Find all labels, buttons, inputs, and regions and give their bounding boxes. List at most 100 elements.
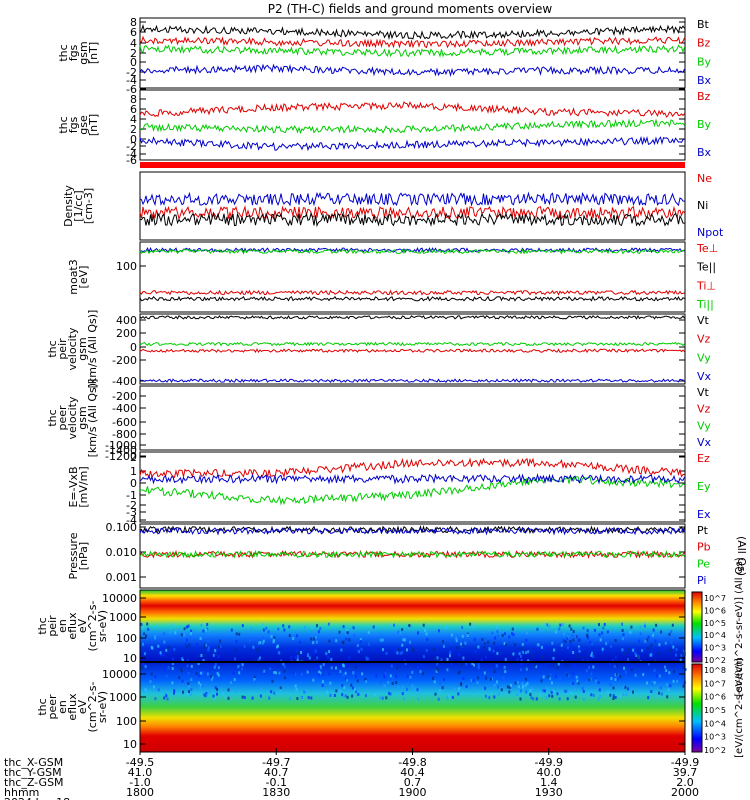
speckle bbox=[462, 676, 465, 680]
speckle bbox=[394, 649, 397, 653]
speckle bbox=[460, 642, 463, 646]
speckle bbox=[451, 695, 454, 699]
speckle bbox=[213, 665, 216, 669]
speckle bbox=[219, 644, 222, 648]
speckle bbox=[526, 682, 529, 686]
speckle bbox=[339, 689, 342, 693]
speckle bbox=[601, 631, 604, 635]
speckle bbox=[497, 685, 499, 689]
speckle bbox=[422, 655, 425, 659]
speckle bbox=[186, 645, 189, 649]
speckle bbox=[234, 667, 236, 671]
speckle bbox=[621, 622, 624, 626]
speckle bbox=[288, 625, 291, 629]
speckle bbox=[525, 677, 528, 681]
speckle bbox=[342, 664, 345, 668]
speckle bbox=[443, 678, 445, 681]
speckle bbox=[433, 680, 436, 684]
speckle bbox=[488, 696, 491, 700]
y-tick-label: 0 bbox=[130, 133, 137, 146]
speckle bbox=[163, 653, 166, 657]
speckle bbox=[505, 643, 507, 647]
speckle bbox=[612, 686, 615, 690]
speckle bbox=[599, 694, 602, 698]
panel-peer_spec: 10000 1000 100 10 thcpeerenefluxeV(cm^2-s-sr… bbox=[36, 661, 687, 753]
speckle bbox=[258, 647, 261, 651]
speckle bbox=[219, 639, 221, 643]
speckle bbox=[383, 675, 386, 679]
speckle bbox=[675, 653, 677, 657]
speckle bbox=[395, 681, 398, 684]
legend-Vx: Vx bbox=[697, 436, 712, 449]
speckle bbox=[404, 662, 407, 666]
speckle bbox=[185, 625, 188, 629]
y-axis-label-line: [cm-3] bbox=[82, 188, 95, 224]
speckle bbox=[525, 690, 528, 694]
speckle bbox=[230, 628, 233, 632]
y-axis-label-line: peir bbox=[46, 615, 59, 637]
speckle bbox=[669, 684, 672, 688]
speckle bbox=[422, 623, 425, 627]
series-group-peir_velocity bbox=[139, 314, 685, 384]
speckle bbox=[665, 669, 668, 673]
speckle bbox=[425, 649, 428, 653]
y-axis-label-line: peir bbox=[56, 338, 69, 360]
y-tick-label: -1400 bbox=[105, 444, 137, 457]
speckle bbox=[263, 669, 266, 673]
speckle bbox=[556, 692, 559, 696]
speckle bbox=[299, 640, 302, 644]
y-axis-label-line: thc bbox=[46, 409, 59, 426]
speckle bbox=[213, 696, 216, 700]
speckle bbox=[288, 646, 291, 650]
speckle bbox=[355, 690, 358, 694]
series-group-efield bbox=[139, 457, 685, 506]
speckle bbox=[316, 624, 318, 628]
speckle bbox=[210, 678, 213, 682]
x-axis-value: 0.7 bbox=[404, 776, 422, 789]
pressure-side-label: (All Qs) bbox=[735, 536, 748, 576]
speckle bbox=[348, 638, 351, 642]
speckle bbox=[552, 656, 555, 660]
panel-frame bbox=[139, 385, 686, 451]
speckle bbox=[306, 670, 309, 674]
speckle bbox=[318, 666, 321, 670]
speckle bbox=[607, 691, 610, 695]
speckle bbox=[495, 664, 498, 667]
speckle bbox=[401, 685, 404, 689]
speckle bbox=[418, 666, 421, 669]
speckle bbox=[206, 693, 209, 697]
y-tick-label: -3 bbox=[126, 506, 137, 519]
speckle bbox=[234, 657, 237, 661]
speckle bbox=[359, 640, 362, 643]
speckle bbox=[174, 631, 177, 635]
y-tick-label: -1 bbox=[126, 489, 137, 502]
speckle bbox=[366, 657, 369, 661]
speckle bbox=[282, 662, 285, 666]
speckle bbox=[355, 675, 357, 679]
y-axis-label-line: gsm bbox=[76, 337, 89, 360]
speckle bbox=[653, 681, 656, 685]
speckle bbox=[254, 679, 257, 683]
panel-efield: 210-1-2-3-4 E=-VxB[mV/m] Ez Ey Ex bbox=[67, 451, 711, 527]
speckle bbox=[449, 651, 452, 654]
speckle bbox=[461, 662, 463, 666]
speckle bbox=[338, 630, 341, 634]
speckle bbox=[448, 693, 451, 697]
series-line-efield-Ey bbox=[139, 475, 685, 506]
y-axis-label-line: Pressure bbox=[67, 532, 80, 579]
speckle bbox=[241, 624, 244, 628]
speckle bbox=[398, 648, 401, 651]
y-tick-label: -2 bbox=[126, 66, 137, 79]
speckle bbox=[496, 651, 499, 655]
speckle bbox=[504, 657, 507, 661]
speckle bbox=[145, 634, 148, 638]
speckle bbox=[268, 696, 271, 700]
speckle bbox=[250, 627, 252, 631]
speckle bbox=[540, 645, 543, 649]
colorbar-label: [eV/(cm^2-s-sr-eV)] (All Qs) bbox=[734, 557, 745, 696]
y-axis-label-line: moat3 bbox=[67, 259, 80, 295]
x-axis-value: 41.0 bbox=[128, 766, 153, 779]
speckle bbox=[616, 677, 619, 681]
speckle bbox=[621, 648, 624, 652]
speckle bbox=[319, 671, 322, 675]
